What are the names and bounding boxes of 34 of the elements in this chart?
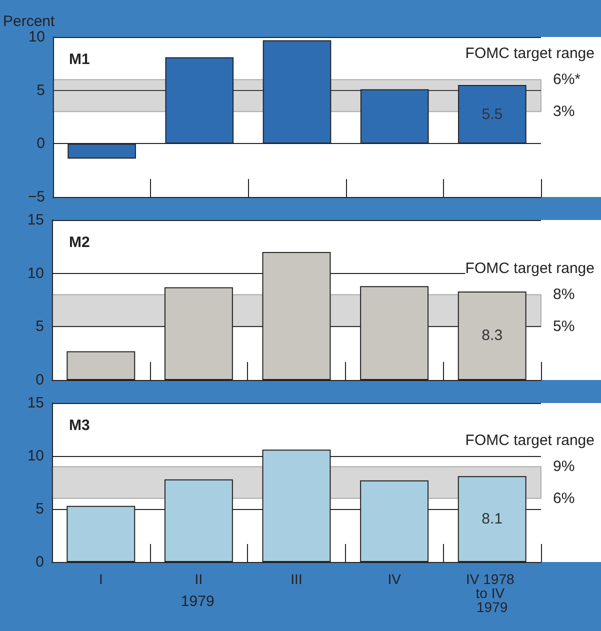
text: 8%: [553, 286, 575, 304]
text: M2: [69, 234, 90, 251]
y-tick-label: 10: [27, 448, 44, 464]
x-tick-label: IV: [388, 571, 402, 587]
text: 6%: [553, 490, 575, 507]
y-tick-label: −5: [28, 188, 45, 206]
data-label: 8.3: [482, 327, 503, 344]
text: M3: [69, 417, 90, 434]
y-tick-label: 0: [36, 372, 44, 388]
band-label: FOMC target range: [465, 432, 594, 450]
data-label: 5.5: [482, 106, 503, 123]
text: 1979: [180, 593, 214, 610]
text: 5%: [553, 318, 575, 336]
data-label: 8.1: [482, 510, 503, 528]
y-tick-label: 15: [27, 394, 44, 412]
text: 9%: [553, 458, 575, 476]
y-tick-label: 5: [36, 82, 45, 99]
x-tick-label: III: [290, 571, 302, 587]
text: 6%*: [553, 71, 581, 88]
text: 3%: [553, 103, 575, 120]
y-tick-label: 15: [27, 212, 44, 228]
y-tick-label: 10: [27, 264, 44, 282]
y-axis-title: Percent: [3, 13, 56, 30]
text: M1: [69, 51, 90, 68]
x-tick-label: I: [98, 571, 103, 587]
y-tick-label: 10: [28, 28, 45, 46]
y-tick-label: 5: [36, 500, 44, 518]
x-tick-label: II: [194, 571, 203, 587]
y-tick-label: 5: [36, 318, 44, 336]
x-tick-label: IV 1978 to IV 1979: [466, 571, 518, 615]
band-label: FOMC target range: [465, 260, 594, 278]
y-tick-label: 0: [36, 554, 44, 570]
y-tick-label: 0: [36, 135, 45, 152]
band-label: FOMC target range: [465, 45, 594, 62]
